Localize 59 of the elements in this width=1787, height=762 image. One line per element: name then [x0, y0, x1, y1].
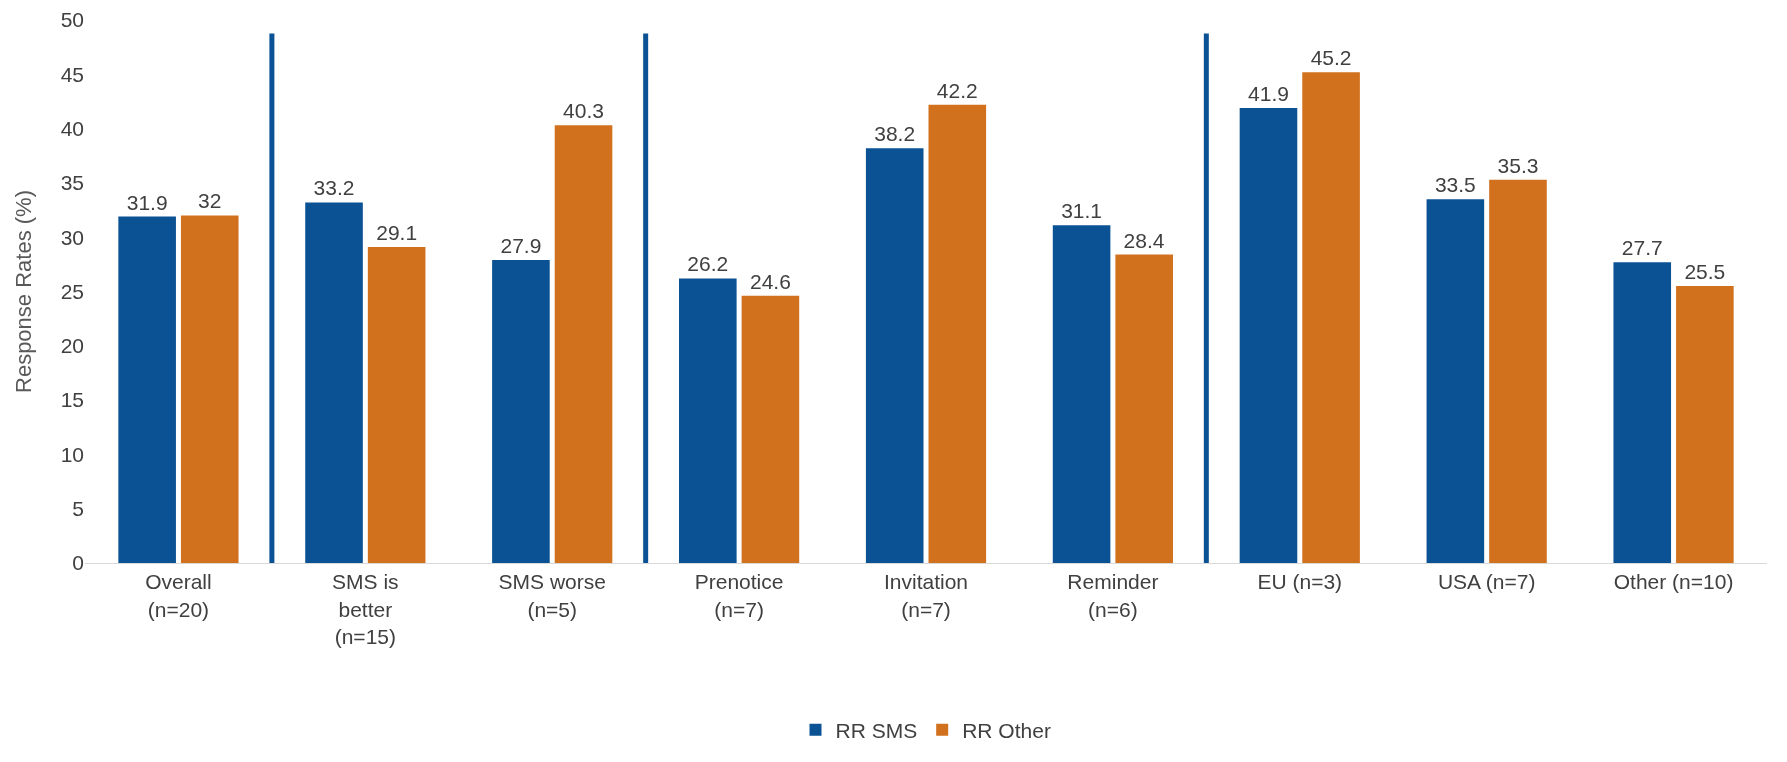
bar [1426, 199, 1485, 563]
y-tick-label: 5 [72, 497, 84, 521]
bar [928, 104, 987, 563]
data-label: 27.7 [1621, 236, 1663, 260]
y-tick-label: 40 [60, 116, 84, 140]
bar [118, 216, 176, 563]
data-label: 38.2 [874, 122, 916, 146]
data-label: 35.3 [1497, 153, 1539, 177]
data-label: 31.1 [1061, 199, 1103, 223]
x-tick-label: SMS worse (n=5) [498, 570, 606, 621]
data-label: 42.2 [936, 78, 978, 102]
bar [1302, 72, 1360, 563]
x-tick-label: USA (n=7) [1437, 570, 1536, 594]
data-label: 45.2 [1310, 46, 1352, 70]
y-tick-label: 50 [60, 8, 84, 32]
data-label: 25.5 [1684, 260, 1726, 284]
bar [1239, 107, 1298, 563]
x-tick-label: Overall (n=20) [145, 570, 212, 621]
x-tick-label: Reminder (n=6) [1067, 570, 1159, 621]
y-tick-label: 20 [60, 334, 84, 358]
bar [367, 246, 426, 563]
bar [865, 148, 924, 563]
x-tick-label: SMS is better (n=15) [332, 570, 399, 648]
bar [679, 278, 737, 563]
y-tick-label: 30 [60, 225, 84, 249]
bar [741, 295, 800, 563]
y-tick-label: 15 [60, 388, 84, 412]
bar [1613, 262, 1672, 563]
y-tick-label: 0 [72, 551, 84, 575]
y-tick-label: 45 [60, 62, 84, 86]
data-label: 40.3 [563, 99, 604, 123]
data-label: 31.9 [126, 190, 168, 214]
data-label: 41.9 [1248, 81, 1289, 105]
x-tick-label: Prenotice (n=7) [694, 570, 784, 621]
data-label: 29.1 [376, 220, 418, 244]
y-tick-label: 35 [60, 171, 84, 195]
bar [180, 215, 239, 563]
legend-label: RR Other [962, 718, 1051, 742]
data-label: 33.5 [1434, 173, 1476, 197]
bar [492, 260, 550, 563]
x-tick-label: Invitation (n=7) [883, 570, 969, 621]
bar [554, 125, 613, 563]
data-label: 24.6 [749, 269, 791, 293]
legend-label: RR SMS [835, 718, 918, 742]
y-axis-title: Response Rates (%) [11, 190, 36, 393]
data-label: 28.4 [1123, 228, 1165, 252]
x-tick-label: Other (n=10) [1613, 570, 1734, 594]
y-tick-label: 25 [60, 279, 84, 303]
bar [1115, 254, 1173, 563]
data-label: 32 [198, 189, 222, 213]
bar [1676, 286, 1734, 563]
data-label: 33.2 [313, 176, 355, 200]
bar [1489, 179, 1547, 563]
bar [305, 202, 363, 563]
data-label: 26.2 [687, 252, 729, 276]
x-tick-label: EU (n=3) [1257, 570, 1343, 594]
data-label: 27.9 [500, 234, 542, 258]
bar [1052, 225, 1111, 563]
y-tick-label: 10 [60, 442, 84, 466]
